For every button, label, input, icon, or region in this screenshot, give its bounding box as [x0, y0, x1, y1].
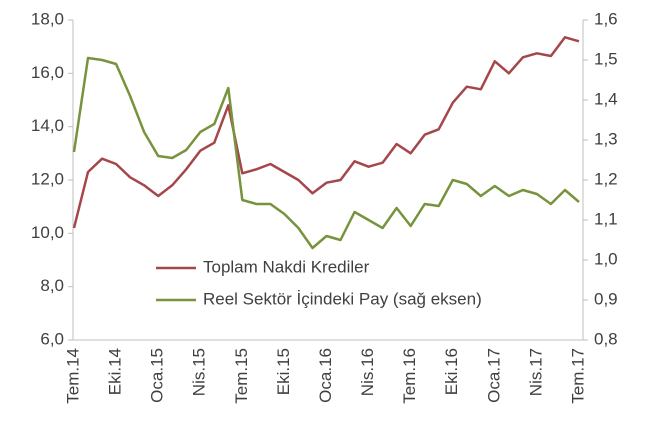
legend-label: Toplam Nakdi Krediler	[203, 257, 370, 276]
legend-label: Reel Sektör İçindeki Pay (sağ eksen)	[203, 289, 482, 308]
x-tick-label: Nis.15	[190, 348, 209, 396]
x-tick-label: Tem.17	[568, 348, 587, 404]
y-tick-label: 12,0	[31, 169, 64, 188]
x-tick-label: Tem.14	[63, 348, 82, 404]
x-tick-label: Nis.17	[526, 348, 545, 396]
y2-tick-label: 1,5	[594, 49, 618, 68]
y-tick-label: 16,0	[31, 63, 64, 82]
y-tick-label: 18,0	[31, 9, 64, 28]
y-tick-label: 10,0	[31, 223, 64, 242]
series-line	[72, 36, 580, 229]
y2-tick-label: 0,9	[594, 289, 618, 308]
y2-tick-label: 1,3	[594, 129, 618, 148]
x-tick-label: Eki.16	[442, 348, 461, 395]
series-line	[72, 56, 580, 250]
y2-tick-label: 1,6	[594, 9, 618, 28]
y2-tick-label: 1,1	[594, 209, 618, 228]
x-tick-label: Oca.17	[484, 348, 503, 403]
x-tick-label: Eki.15	[274, 348, 293, 395]
x-tick-label: Nis.16	[358, 348, 377, 396]
y-tick-label: 8,0	[40, 276, 64, 295]
y2-tick-label: 1,2	[594, 169, 618, 188]
x-tick-label: Oca.16	[316, 348, 335, 403]
y2-tick-label: 1,0	[594, 249, 618, 268]
x-tick-label: Eki.14	[106, 348, 125, 395]
y-tick-label: 6,0	[40, 329, 64, 348]
y2-tick-label: 0,8	[594, 329, 618, 348]
x-tick-label: Tem.16	[400, 348, 419, 404]
y-tick-label: 14,0	[31, 116, 64, 135]
x-tick-label: Tem.15	[232, 348, 251, 404]
x-tick-label: Oca.15	[148, 348, 167, 403]
y2-tick-label: 1,4	[594, 89, 618, 108]
